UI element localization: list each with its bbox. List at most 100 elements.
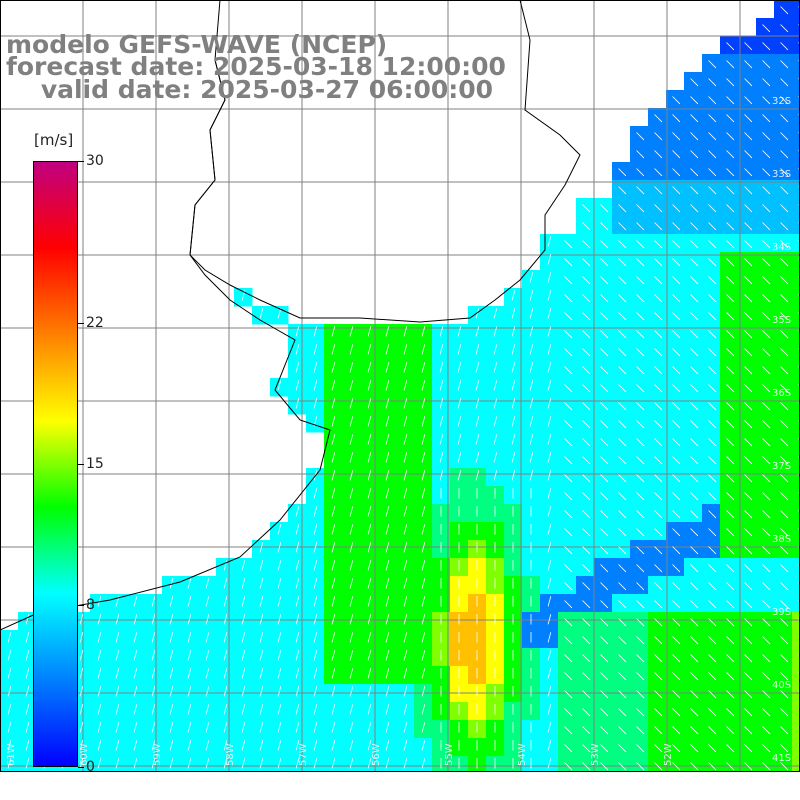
wind-arrow bbox=[385, 740, 390, 751]
wind-speed-cell bbox=[792, 396, 800, 415]
wind-arrow bbox=[780, 222, 789, 231]
wind-arrow bbox=[690, 276, 699, 285]
colorbar-tick-label: 8 bbox=[86, 597, 95, 614]
wind-arrow bbox=[636, 690, 645, 699]
wind-arrow bbox=[726, 672, 735, 681]
wind-arrow bbox=[582, 348, 591, 357]
wind-arrow bbox=[726, 276, 735, 285]
wind-arrow bbox=[600, 312, 609, 321]
wind-arrow bbox=[295, 344, 300, 355]
wind-arrow bbox=[780, 654, 789, 663]
wind-arrow bbox=[600, 330, 609, 339]
wind-arrow bbox=[600, 240, 609, 249]
wind-arrow bbox=[780, 402, 789, 411]
wind-arrow bbox=[708, 168, 717, 177]
wind-arrow bbox=[582, 690, 591, 699]
wind-speed-cell bbox=[792, 414, 800, 433]
wind-arrow bbox=[636, 438, 645, 447]
wind-arrow bbox=[295, 686, 300, 697]
wind-arrow bbox=[708, 762, 717, 771]
wind-arrow bbox=[636, 384, 645, 393]
wind-arrow bbox=[439, 362, 444, 373]
wind-arrow bbox=[564, 402, 573, 411]
latitude-label: 33S bbox=[772, 169, 792, 180]
wind-arrow bbox=[672, 366, 681, 375]
wind-arrow bbox=[762, 474, 771, 483]
wind-arrow bbox=[547, 614, 552, 625]
wind-arrow bbox=[708, 636, 717, 645]
wind-arrow bbox=[690, 636, 699, 645]
wind-arrow bbox=[672, 258, 681, 267]
wind-arrow bbox=[726, 258, 735, 267]
wind-arrow bbox=[618, 222, 627, 231]
wind-arrow bbox=[654, 150, 663, 159]
wind-arrow bbox=[744, 690, 753, 699]
wind-speed-cell bbox=[792, 450, 800, 469]
wind-arrow bbox=[564, 636, 573, 645]
wind-arrow bbox=[708, 258, 717, 267]
wind-arrow bbox=[762, 78, 771, 87]
wind-arrow bbox=[636, 168, 645, 177]
wind-arrow bbox=[475, 362, 480, 373]
wind-arrow bbox=[636, 510, 645, 519]
wind-arrow bbox=[582, 582, 591, 591]
wind-arrow bbox=[421, 542, 426, 553]
colorbar-tick-mark bbox=[78, 605, 84, 607]
wind-arrow bbox=[367, 740, 372, 751]
wind-arrow bbox=[672, 618, 681, 627]
wind-arrow bbox=[403, 542, 408, 553]
wind-arrow bbox=[744, 276, 753, 285]
wind-arrow bbox=[564, 474, 573, 483]
wind-arrow bbox=[654, 546, 663, 555]
wind-arrow bbox=[708, 240, 717, 249]
wind-arrow bbox=[115, 758, 120, 769]
longitude-label: 52W bbox=[663, 743, 674, 766]
wind-arrow bbox=[367, 398, 372, 409]
wind-arrow bbox=[690, 348, 699, 357]
wind-arrow bbox=[654, 438, 663, 447]
wind-arrow bbox=[600, 636, 609, 645]
wind-arrow bbox=[564, 582, 573, 591]
wind-arrow bbox=[151, 704, 156, 715]
wind-arrow bbox=[187, 740, 192, 751]
wind-arrow bbox=[672, 582, 681, 591]
wind-arrow bbox=[726, 114, 735, 123]
wind-arrow bbox=[403, 488, 408, 499]
wind-arrow bbox=[331, 362, 336, 373]
wind-arrow bbox=[672, 474, 681, 483]
latitude-label: 32S bbox=[772, 96, 792, 107]
wind-arrow bbox=[708, 60, 717, 69]
wind-arrow bbox=[780, 204, 789, 213]
wind-arrow bbox=[259, 578, 264, 589]
wind-arrow bbox=[672, 672, 681, 681]
wind-arrow bbox=[385, 488, 390, 499]
wind-arrow bbox=[367, 380, 372, 391]
wind-arrow bbox=[493, 380, 498, 391]
wind-arrow bbox=[726, 636, 735, 645]
colorbar-tick-mark bbox=[78, 161, 84, 162]
wind-arrow bbox=[762, 420, 771, 429]
wind-arrow bbox=[582, 204, 591, 213]
wind-arrow bbox=[367, 524, 372, 535]
wind-arrow bbox=[726, 726, 735, 735]
wind-arrow bbox=[762, 744, 771, 753]
wind-arrow bbox=[654, 330, 663, 339]
wind-arrow bbox=[475, 452, 480, 463]
wind-arrow bbox=[780, 384, 789, 393]
wind-arrow bbox=[744, 312, 753, 321]
wind-arrow bbox=[295, 650, 300, 661]
wind-arrow bbox=[636, 132, 645, 141]
wind-arrow bbox=[493, 326, 498, 337]
wind-speed-cell bbox=[792, 252, 800, 271]
wind-arrow bbox=[780, 528, 789, 537]
wind-arrow bbox=[654, 582, 663, 591]
wind-arrow bbox=[762, 672, 771, 681]
wind-arrow bbox=[744, 672, 753, 681]
wind-speed-cell bbox=[792, 180, 800, 199]
wind-arrow bbox=[618, 762, 627, 771]
wind-arrow bbox=[690, 114, 699, 123]
wind-arrow bbox=[780, 294, 789, 303]
wind-arrow bbox=[762, 186, 771, 195]
wind-arrow bbox=[547, 308, 552, 319]
